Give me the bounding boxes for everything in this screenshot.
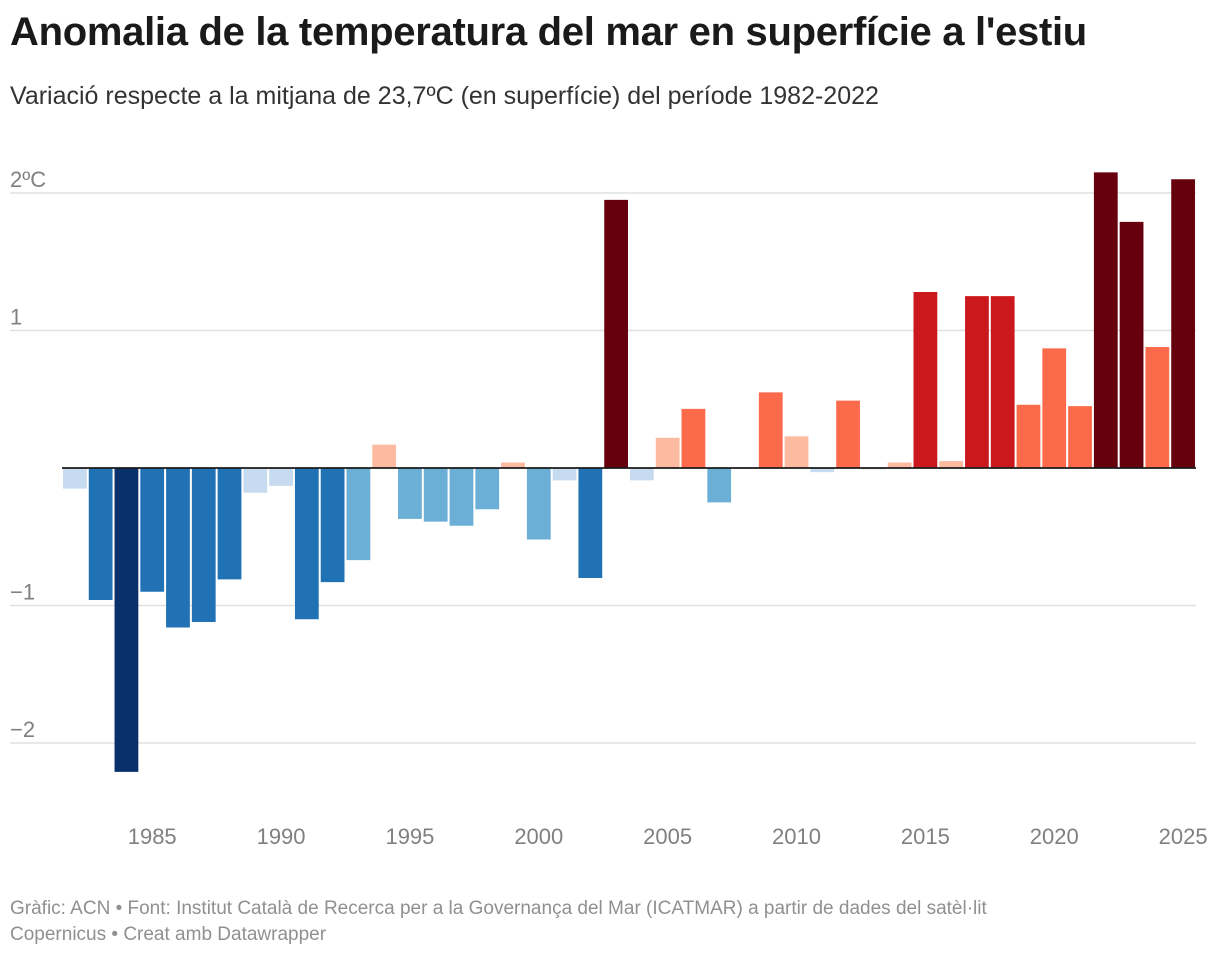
bar-1991 (294, 468, 319, 620)
y-tick-label: −2 (10, 717, 35, 742)
bar-2021 (1068, 406, 1092, 468)
chart-subtitle: Variació respecte a la mitjana de 23,7ºC… (10, 82, 879, 110)
bar-2000 (526, 468, 551, 540)
bars (63, 172, 1195, 772)
y-tick-label: −1 (10, 580, 35, 605)
bar-1987 (191, 468, 216, 622)
y-tick-label: 2ºC (10, 167, 46, 192)
bar-2022 (1093, 172, 1118, 468)
x-tick-label: 2020 (1030, 824, 1079, 849)
bar-2002 (578, 468, 603, 578)
bar-2009 (758, 392, 783, 468)
bar-1988 (217, 468, 242, 580)
bar-2005 (655, 437, 680, 468)
bar-1994 (372, 444, 397, 468)
bar-2001 (552, 468, 577, 481)
bar-2004 (630, 468, 654, 481)
bar-2010 (784, 436, 809, 468)
bar-1986 (166, 468, 190, 628)
bar-2014 (887, 462, 912, 468)
x-tick-label: 2015 (901, 824, 950, 849)
x-tick-label: 2005 (643, 824, 692, 849)
bar-1984 (114, 468, 139, 772)
bar-1989 (243, 468, 268, 493)
bar-2023 (1119, 221, 1144, 468)
bar-2020 (1042, 348, 1067, 468)
bar-1990 (269, 468, 293, 486)
bar-1993 (346, 468, 371, 561)
chart-footer: Gràfic: ACN • Font: Institut Català de R… (10, 896, 1190, 948)
bar-1992 (320, 468, 345, 583)
bar-2017 (965, 296, 989, 468)
x-tick-label: 2010 (772, 824, 821, 849)
bar-2011 (810, 468, 835, 473)
x-tick-label: 2025 (1159, 824, 1208, 849)
bar-1996 (423, 468, 448, 522)
bar-2003 (604, 199, 628, 468)
bar-2019 (1016, 404, 1041, 468)
bar-1982 (63, 468, 87, 489)
bar-2007 (707, 468, 732, 503)
bar-2012 (836, 400, 860, 468)
x-tick-label: 1990 (257, 824, 306, 849)
bar-2006 (681, 408, 706, 468)
chart-title: Anomalia de la temperatura del mar en su… (10, 10, 1087, 54)
bar-1998 (475, 468, 500, 510)
x-tick-label: 2000 (514, 824, 563, 849)
x-tick-label: 1985 (128, 824, 177, 849)
bar-2018 (990, 296, 1015, 468)
bar-chart: 2ºC 1 −1 −2 1985 1990 1995 2000 2005 2010 2015 202… (10, 167, 1208, 849)
bar-2015 (913, 292, 938, 468)
footer-credits-line1: Gràfic: ACN • Font: Institut Català de R… (10, 898, 987, 919)
y-axis-labels: 2ºC 1 −1 −2 (10, 167, 46, 742)
bar-2025 (1171, 179, 1195, 468)
bar-1997 (449, 468, 474, 526)
bar-1983 (88, 468, 113, 600)
footer-credits-line2: Copernicus • Creat amb Datawrapper (10, 924, 327, 945)
bar-2024 (1145, 347, 1170, 468)
bar-2016 (939, 461, 964, 468)
bar-1985 (140, 468, 165, 592)
x-axis-labels: 1985 1990 1995 2000 2005 2010 2015 2020 2025 (128, 824, 1208, 849)
bar-1999 (501, 462, 525, 468)
bar-1995 (398, 468, 422, 519)
y-tick-label: 1 (10, 305, 22, 330)
x-tick-label: 1995 (385, 824, 434, 849)
